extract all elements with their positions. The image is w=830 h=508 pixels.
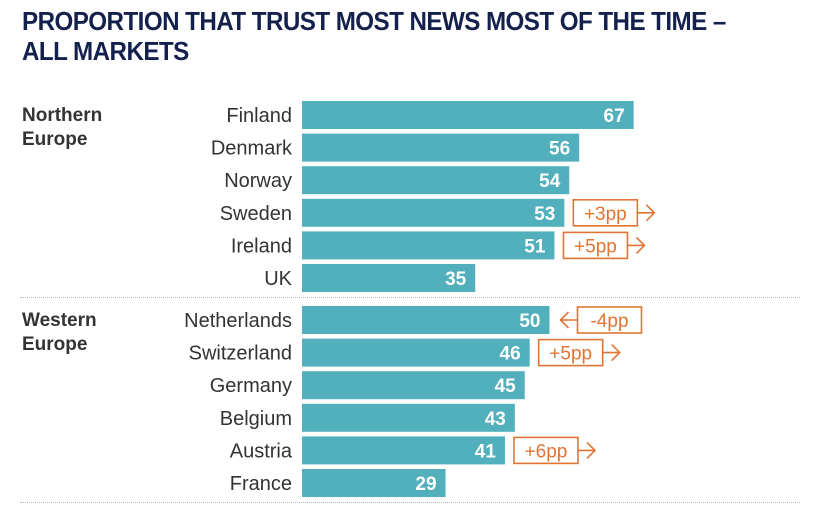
group-label-northern-europe: Northern Europe [22, 105, 103, 150]
value-label: 56 [549, 139, 570, 160]
bar-germany [302, 371, 525, 400]
bar-denmark [302, 133, 580, 162]
group-divider [20, 297, 800, 298]
arrow-left-icon [559, 311, 578, 329]
value-label: 51 [524, 236, 546, 257]
change-label: +5pp [574, 236, 617, 257]
bar-austria [302, 436, 505, 465]
value-label: 29 [415, 474, 436, 495]
bar-sweden [302, 198, 565, 227]
category-label: Netherlands [184, 310, 292, 332]
value-label: 67 [604, 106, 625, 127]
group-divider [20, 502, 800, 503]
bar-switzerland [302, 338, 530, 367]
bar-netherlands [302, 306, 550, 334]
value-label: 53 [534, 204, 555, 225]
value-label: 54 [539, 171, 561, 192]
category-label: Belgium [220, 408, 292, 430]
change-label: -4pp [590, 311, 628, 332]
bar-norway [302, 166, 570, 195]
category-label: Sweden [220, 203, 292, 225]
change-label: +5pp [549, 344, 592, 365]
category-label: Austria [230, 440, 293, 462]
change-label: +3pp [584, 204, 627, 225]
value-label: 43 [485, 409, 506, 430]
value-label: 41 [475, 441, 497, 462]
arrow-right-icon [577, 441, 597, 459]
bar-uk [302, 264, 476, 292]
arrow-right-icon [637, 204, 656, 222]
category-label: France [230, 473, 292, 495]
category-label: Finland [226, 105, 292, 127]
bar-belgium [302, 403, 515, 432]
value-label: 45 [495, 376, 517, 397]
category-label: UK [264, 268, 292, 290]
chart-title: PROPORTION THAT TRUST MOST NEWS MOST OF … [22, 6, 726, 66]
change-label: +6pp [525, 441, 568, 462]
bar-france [302, 469, 446, 497]
category-label: Denmark [211, 138, 293, 160]
value-label: 46 [500, 344, 521, 365]
arrow-right-icon [602, 344, 621, 362]
category-label: Switzerland [189, 343, 292, 365]
category-label: Norway [224, 170, 292, 192]
category-label: Ireland [231, 235, 292, 257]
value-label: 35 [445, 269, 467, 290]
group-label-western-europe: Western Europe [22, 310, 97, 355]
category-label: Germany [210, 375, 292, 397]
bar-finland [302, 101, 634, 129]
arrow-right-icon [627, 236, 646, 254]
value-label: 50 [519, 311, 540, 332]
bar-ireland [302, 231, 555, 260]
